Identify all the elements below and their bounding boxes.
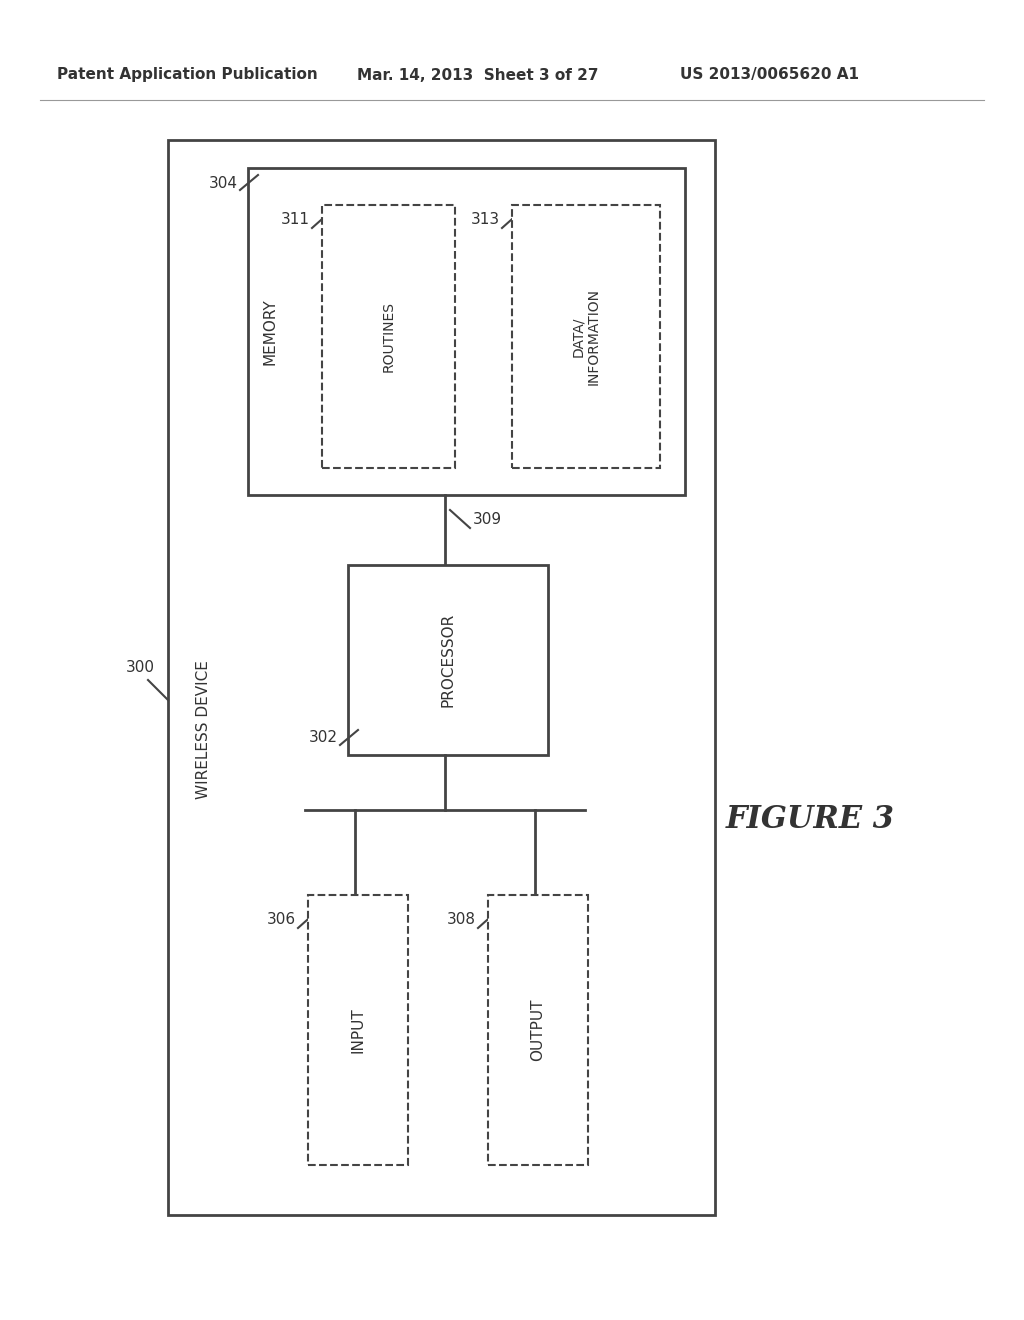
Text: 313: 313 (471, 213, 500, 227)
Bar (248, 168, 685, 495)
Text: 300: 300 (126, 660, 155, 676)
Text: PROCESSOR: PROCESSOR (440, 612, 456, 708)
Bar (348, 565, 548, 755)
Text: INPUT: INPUT (350, 1007, 366, 1053)
Text: 302: 302 (309, 730, 338, 746)
Text: 304: 304 (209, 176, 238, 190)
Text: US 2013/0065620 A1: US 2013/0065620 A1 (680, 67, 859, 82)
Text: MEMORY: MEMORY (262, 298, 278, 364)
Bar (308, 895, 408, 1166)
Bar (168, 140, 715, 1214)
Text: Mar. 14, 2013  Sheet 3 of 27: Mar. 14, 2013 Sheet 3 of 27 (357, 67, 598, 82)
Bar (512, 205, 660, 469)
Text: 309: 309 (473, 512, 502, 528)
Text: DATA/
INFORMATION: DATA/ INFORMATION (571, 288, 601, 385)
Text: ROUTINES: ROUTINES (382, 301, 395, 372)
Text: 308: 308 (447, 912, 476, 928)
Text: OUTPUT: OUTPUT (530, 999, 546, 1061)
Text: 311: 311 (281, 213, 310, 227)
Text: Patent Application Publication: Patent Application Publication (57, 67, 317, 82)
Bar (322, 205, 455, 469)
Text: 306: 306 (267, 912, 296, 928)
Bar (488, 895, 588, 1166)
Text: WIRELESS DEVICE: WIRELESS DEVICE (197, 660, 212, 800)
Text: FIGURE 3: FIGURE 3 (725, 804, 895, 836)
